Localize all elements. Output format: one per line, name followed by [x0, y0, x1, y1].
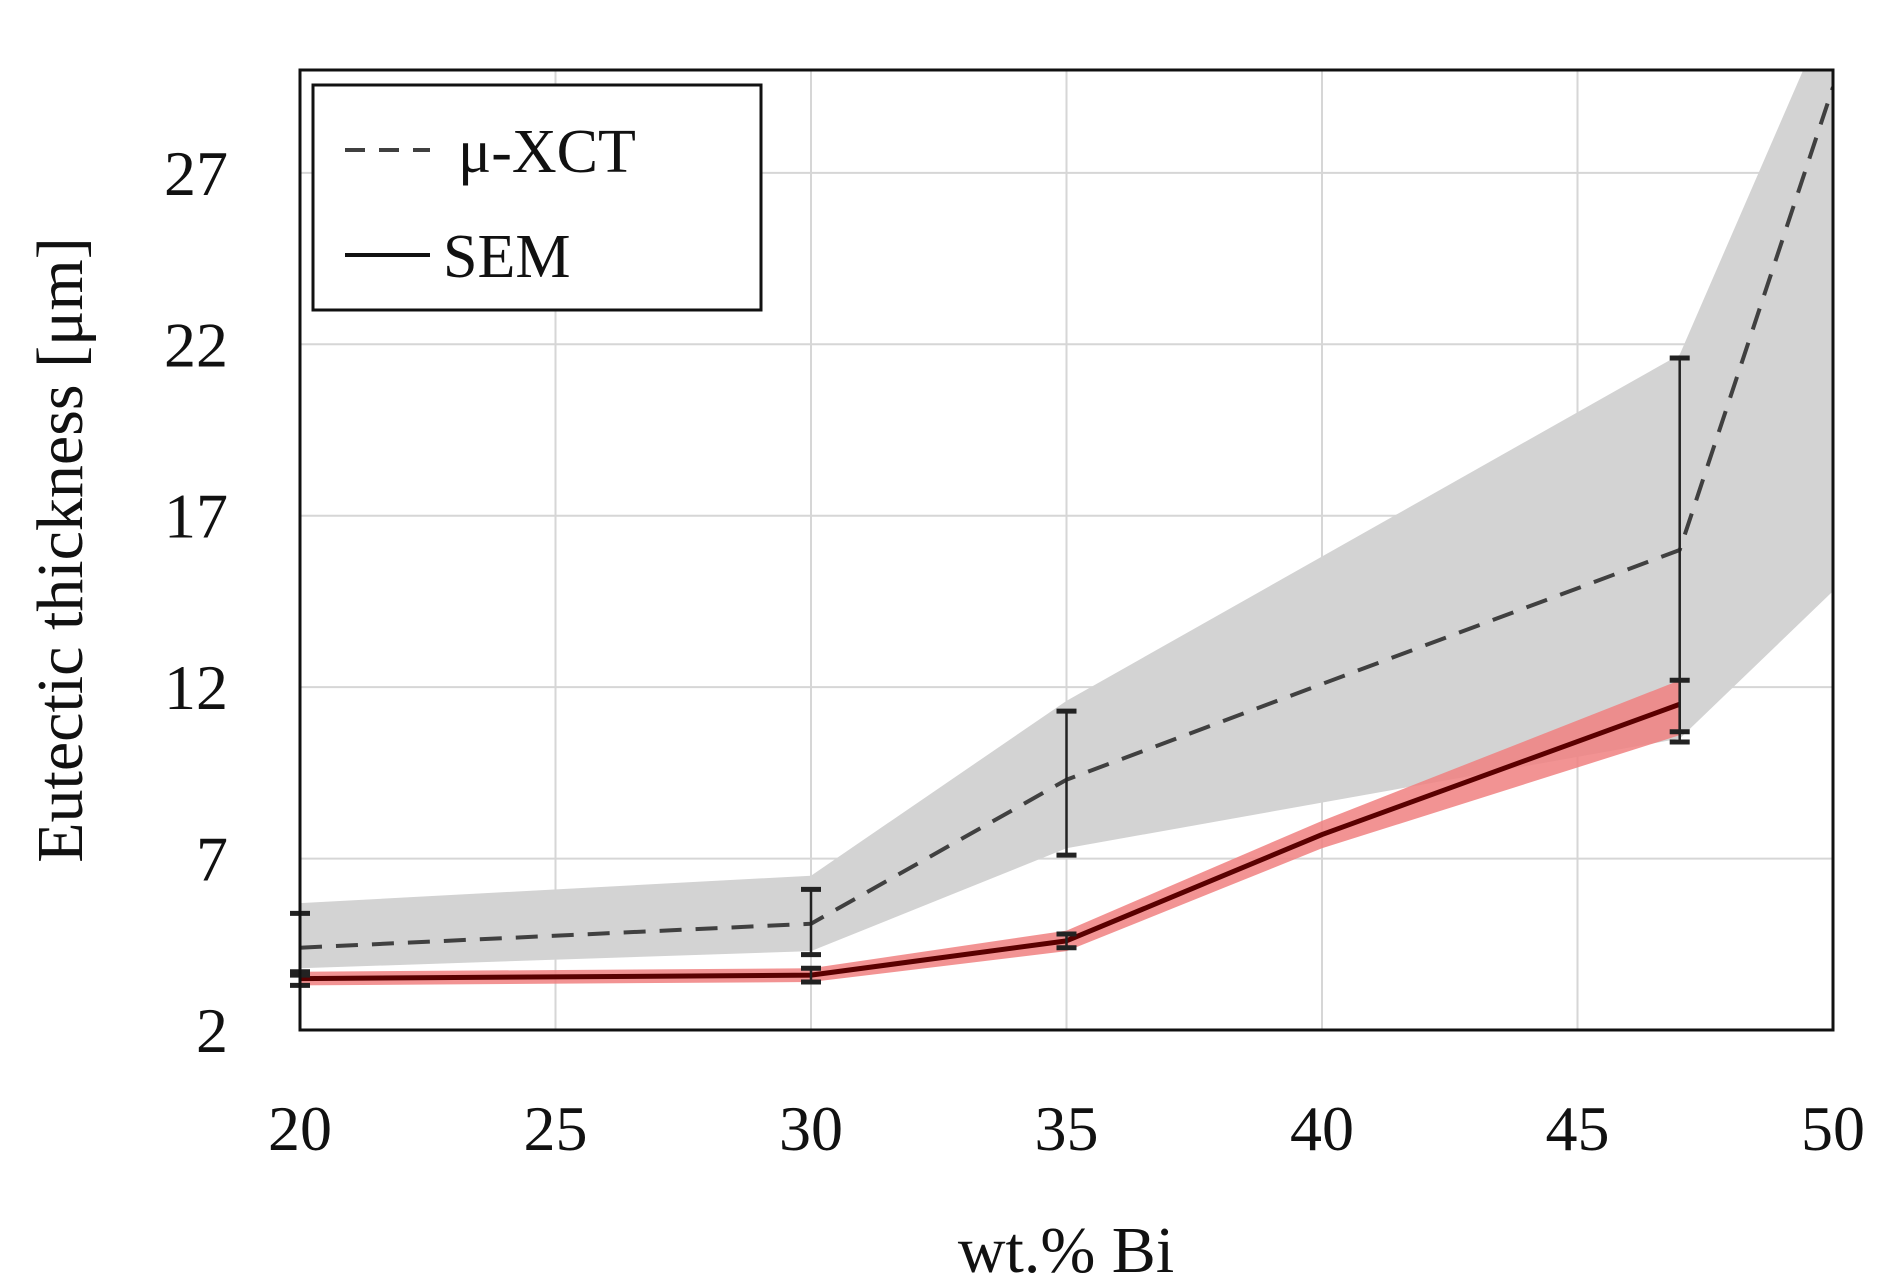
- y-axis-title: Eutectic thickness [μm]: [24, 237, 97, 863]
- error-bar-mu-xct: [1056, 708, 1077, 858]
- y-tick-label: 22: [164, 309, 228, 380]
- error-bar-sem: [1056, 931, 1077, 951]
- x-tick-label: 20: [268, 1093, 332, 1164]
- x-axis-title: wt.% Bi: [958, 1214, 1174, 1287]
- x-tick-label: 25: [524, 1093, 588, 1164]
- confidence-bands: [300, 70, 1833, 986]
- legend-label-sem: SEM: [443, 223, 570, 291]
- error-bar-sem: [801, 965, 821, 985]
- x-tick-label: 45: [1546, 1093, 1610, 1164]
- legend: μ-XCT SEM: [311, 83, 763, 312]
- y-tick-label: 17: [164, 481, 228, 552]
- band-mu-xct: [300, 70, 1833, 969]
- x-tick-label: 30: [779, 1093, 843, 1164]
- legend-box: [311, 83, 763, 312]
- y-tick-label: 2: [196, 995, 228, 1066]
- y-tick-label: 7: [196, 824, 228, 895]
- y-tick-label: 12: [164, 652, 228, 723]
- x-tick-label: 50: [1801, 1093, 1865, 1164]
- y-tick-label: 27: [164, 138, 228, 209]
- error-bar-mu-xct: [801, 886, 821, 958]
- plot-frame: [298, 68, 1835, 1032]
- x-tick-label: 40: [1290, 1093, 1354, 1164]
- error-bar-sem: [1669, 677, 1690, 745]
- legend-label-mu-xct: μ-XCT: [458, 118, 636, 186]
- x-tick-label: 35: [1035, 1093, 1099, 1164]
